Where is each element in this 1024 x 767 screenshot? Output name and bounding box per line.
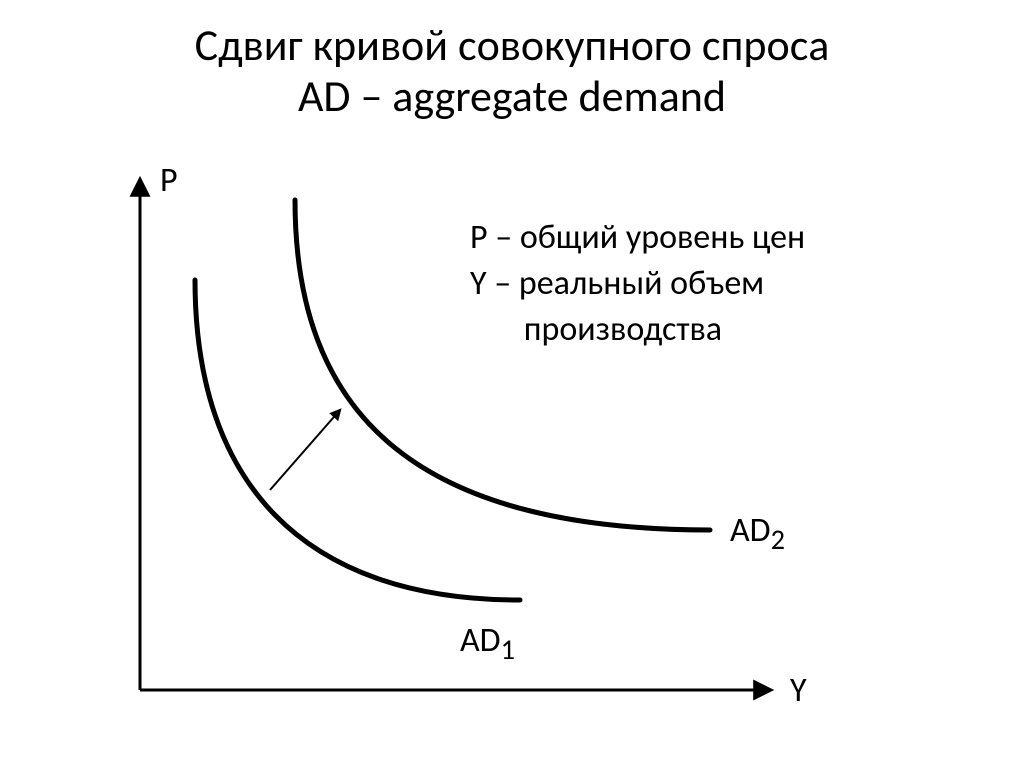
curve-label-ad2-sub: 2 <box>771 522 785 557</box>
y-axis-label: P <box>160 160 178 201</box>
curve-label-ad2-base: AD <box>730 510 771 551</box>
curve-label-ad1-sub: 1 <box>501 632 515 667</box>
x-axis-label: Y <box>790 670 807 711</box>
curve-label-ad1-base: AD <box>460 620 501 661</box>
legend: P – общий уровень цен Y – реальный объем… <box>470 215 805 353</box>
curve-label-ad1: AD1 <box>460 620 515 667</box>
legend-line-0: P – общий уровень цен <box>470 215 805 261</box>
slide: Сдвиг кривой совокупного спроса AD – agg… <box>0 0 1024 767</box>
slide-title: Сдвиг кривой совокупного спроса AD – agg… <box>0 20 1024 121</box>
title-line-2: AD – aggregate demand <box>0 71 1024 122</box>
title-line-1: Сдвиг кривой совокупного спроса <box>0 20 1024 71</box>
chart-area: P Y P – общий уровень цен Y – реальный о… <box>70 160 950 720</box>
legend-line-2: производства <box>470 307 805 353</box>
legend-line-1: Y – реальный объем <box>470 261 805 307</box>
curve-label-ad2: AD2 <box>730 510 785 557</box>
